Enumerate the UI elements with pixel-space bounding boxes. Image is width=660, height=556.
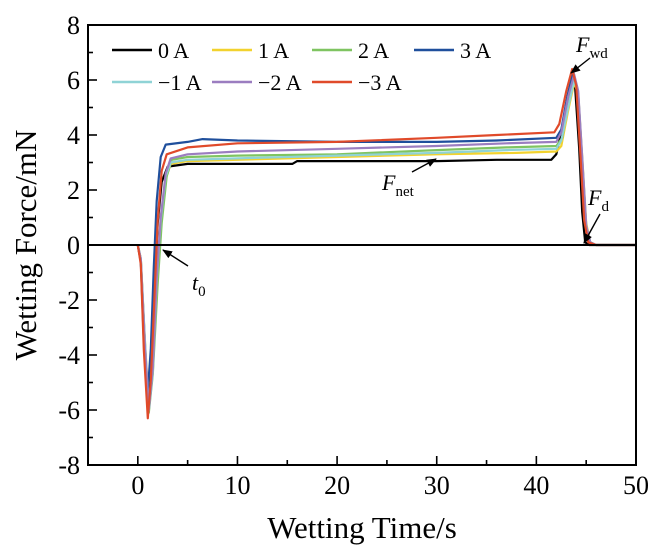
legend-item-5: −2 A <box>212 70 302 95</box>
y-axis-title: Wetting Force/mN <box>8 130 43 361</box>
legend-label: −3 A <box>358 70 402 95</box>
series-layer <box>136 67 636 420</box>
y-tick-label: -4 <box>58 341 80 370</box>
y-tick-label: 8 <box>67 11 80 40</box>
legend-item-1: 1 A <box>212 38 289 63</box>
legend-item-2: 2 A <box>312 38 389 63</box>
legend-label: 2 A <box>358 38 389 63</box>
x-tick-label: 30 <box>424 471 450 500</box>
annotation-label: Fd <box>587 185 609 215</box>
legend-label: −1 A <box>158 70 202 95</box>
y-tick-label: 6 <box>67 66 80 95</box>
legend-item-3: 3 A <box>414 38 491 63</box>
legend-item-4: −1 A <box>112 70 202 95</box>
y-tick-label: -6 <box>58 396 80 425</box>
x-tick-label: 20 <box>324 471 350 500</box>
series-line-5 <box>136 73 636 412</box>
annotation-label: Fnet <box>381 170 415 200</box>
x-tick-label: 40 <box>523 471 549 500</box>
legend-label: 1 A <box>258 38 289 63</box>
annotation-label: t0 <box>192 270 206 300</box>
annotation-arrow <box>570 57 591 74</box>
y-tick-label: 2 <box>67 176 80 205</box>
annotation-label: Fwd <box>575 32 608 62</box>
legend-label: 0 A <box>158 38 189 63</box>
x-axis-title: Wetting Time/s <box>267 510 457 545</box>
y-tick-label: -8 <box>58 451 80 480</box>
y-tick-label: -2 <box>58 286 80 315</box>
x-tick-label: 50 <box>623 471 649 500</box>
y-tick-label: 0 <box>67 231 80 260</box>
y-axis-ticks: -8 -6 -4 -2 0 2 4 6 8 <box>58 11 97 480</box>
x-tick-label: 0 <box>131 471 144 500</box>
annotation-arrow <box>411 158 437 173</box>
annotation-fwd: Fwd <box>570 32 608 74</box>
x-tick-label: 10 <box>224 471 250 500</box>
legend-label: 3 A <box>460 38 491 63</box>
annotation-arrow <box>583 213 601 244</box>
annotation-fd: Fd <box>583 185 609 244</box>
x-axis-ticks: 0 10 20 30 40 50 <box>87 456 649 500</box>
series-line-6 <box>136 67 636 420</box>
legend-item-0: 0 A <box>112 38 189 63</box>
annotations: Fwd Fnet Fd t0 <box>162 32 609 300</box>
legend: 0 A 1 A 2 A 3 A −1 A −2 A −3 A <box>112 38 491 95</box>
annotation-fnet: Fnet <box>381 158 437 200</box>
legend-item-6: −3 A <box>312 70 402 95</box>
legend-label: −2 A <box>258 70 302 95</box>
y-tick-label: 4 <box>67 121 80 150</box>
annotation-arrow <box>162 249 189 267</box>
annotation-t0: t0 <box>162 249 206 300</box>
